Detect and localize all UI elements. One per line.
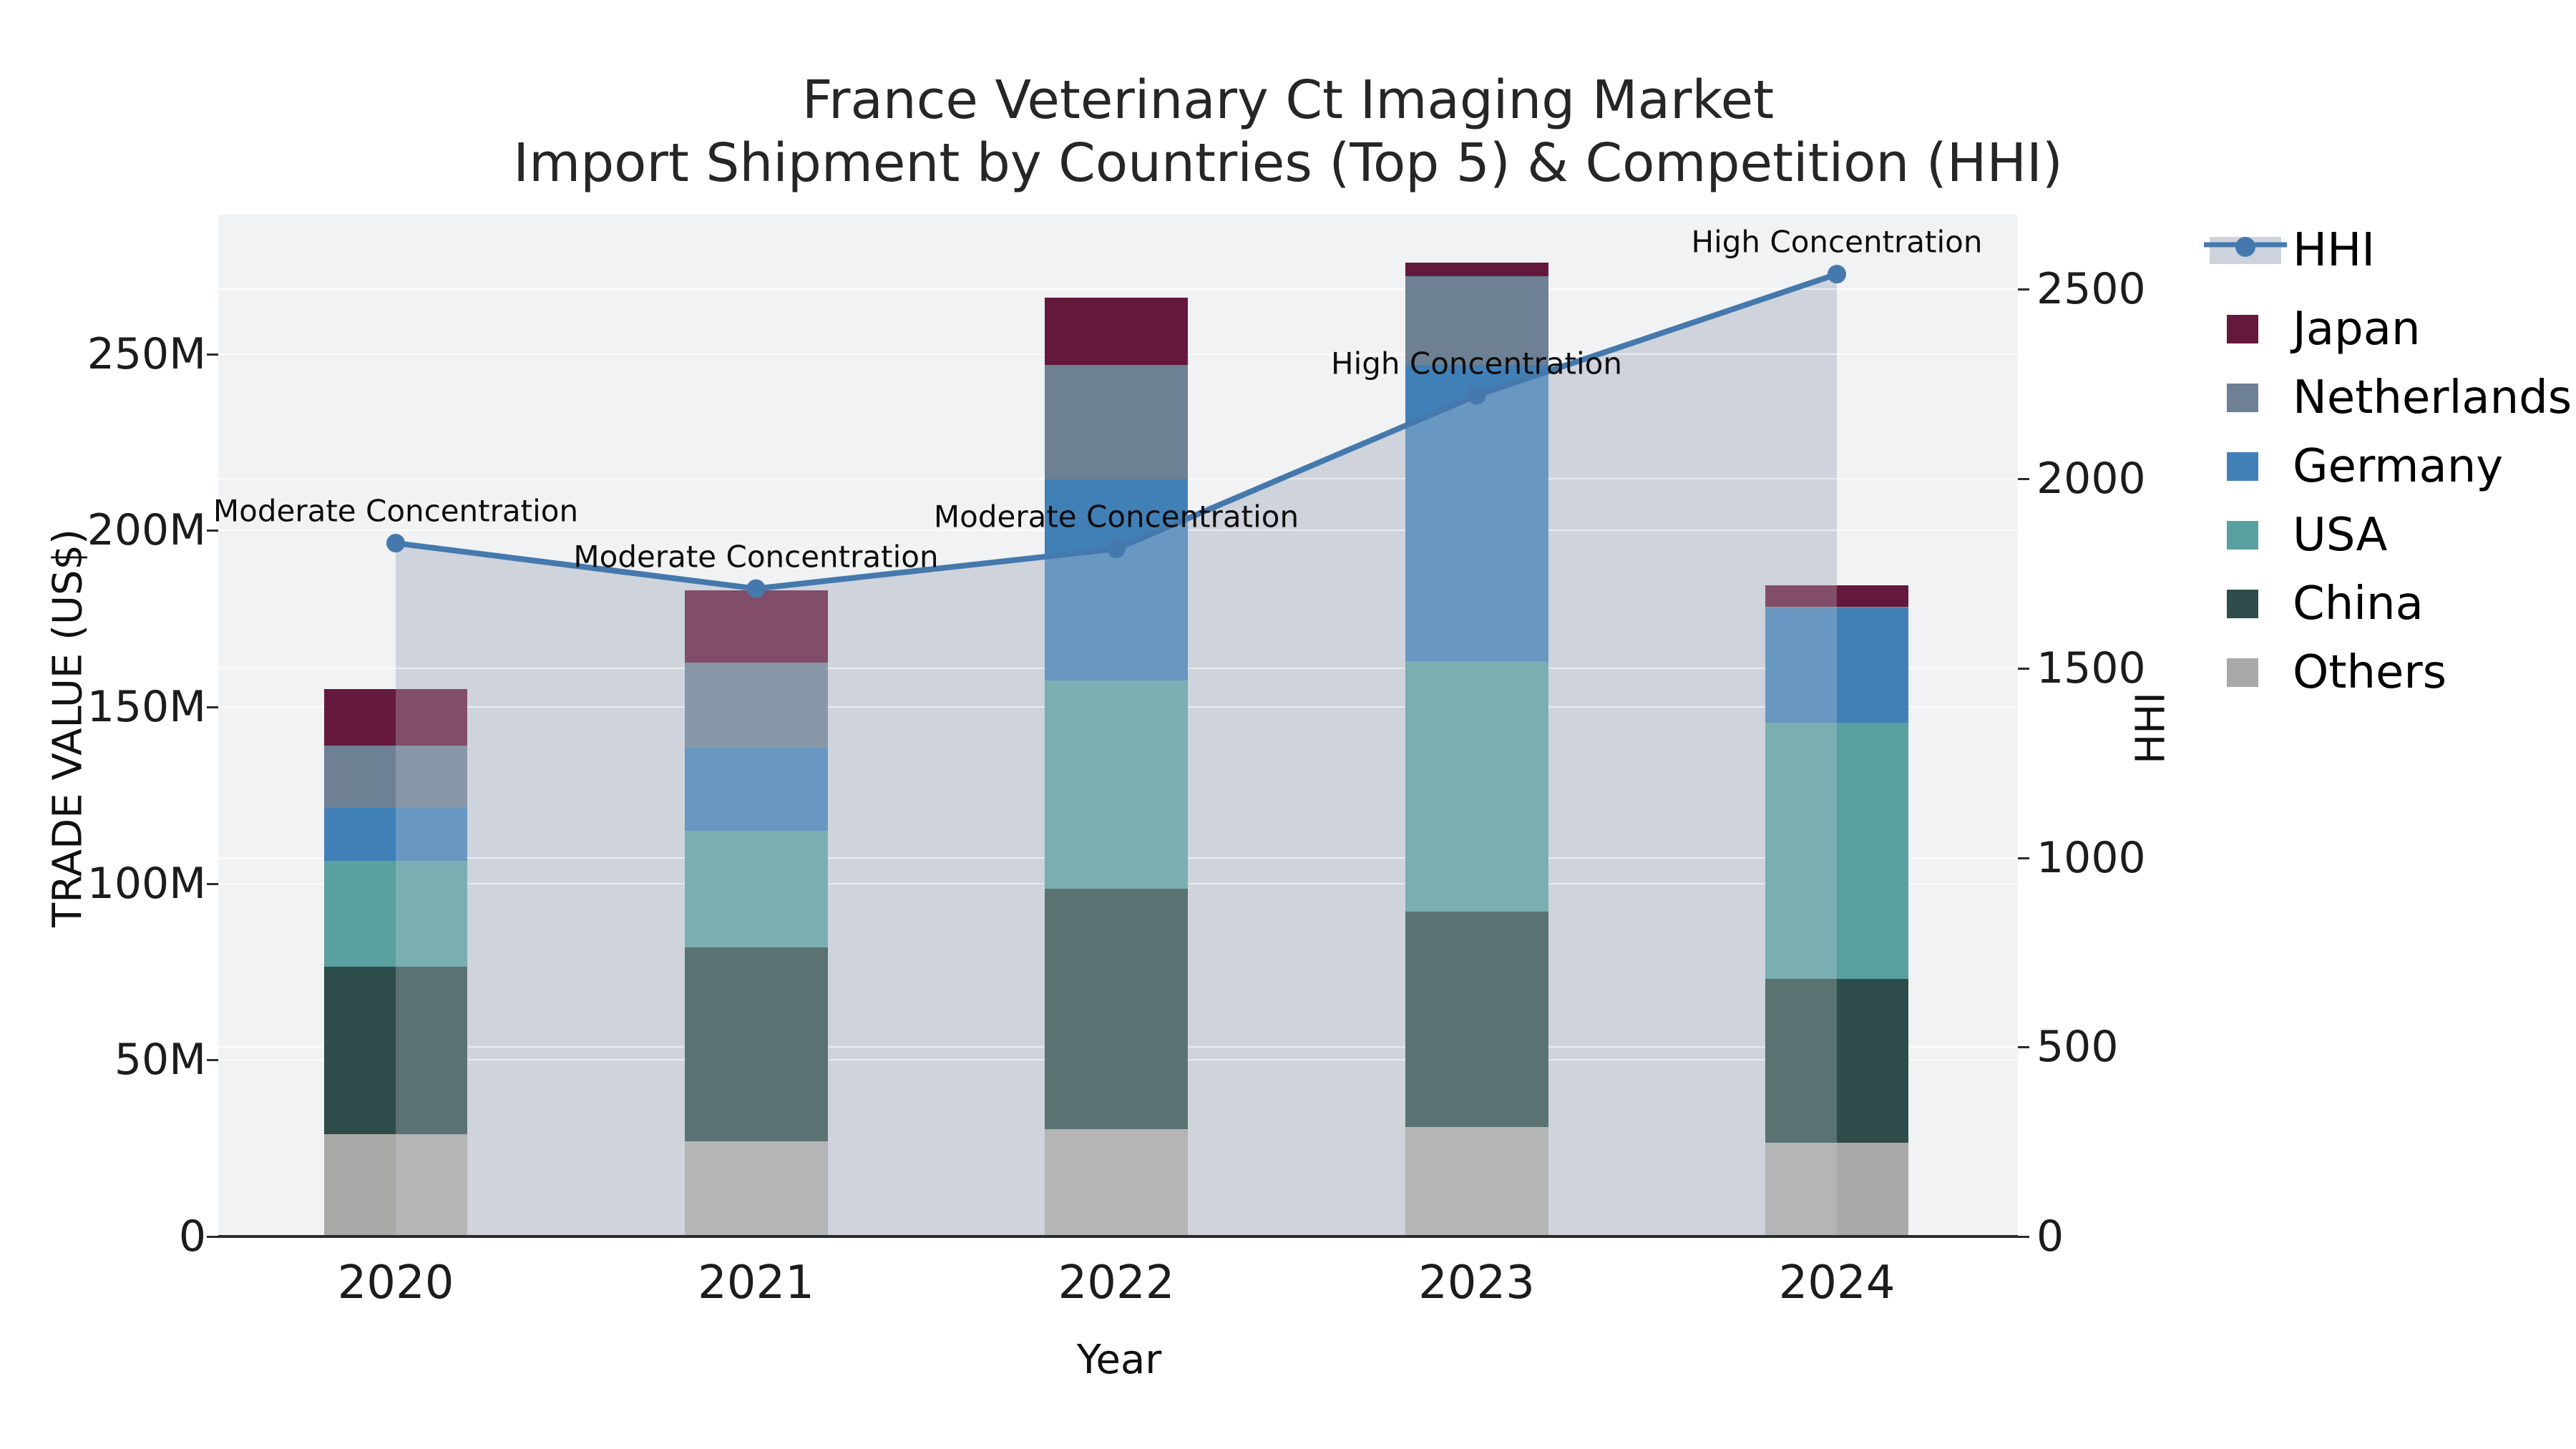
chart-title-line1: France Veterinary Ct Imaging Market — [801, 69, 1775, 131]
x-axis-tick-2020: 2020 — [337, 1257, 454, 1309]
bar-segment-netherlands-2021 — [684, 663, 828, 748]
hhi-marker-2023 — [1467, 386, 1486, 405]
concentration-annotation-2024: High Concentration — [1691, 224, 1983, 260]
y-axis-tick-mark-left — [207, 1236, 218, 1238]
y-axis-title-right: HHI — [2127, 692, 2175, 764]
y-axis-tick-left-150M: 150M — [87, 682, 206, 733]
bar-segment-china-2023 — [1405, 912, 1548, 1128]
y-axis-tick-mark-right — [2018, 667, 2029, 670]
bar-segment-usa-2024 — [1765, 723, 1908, 979]
y-axis-tick-mark-right — [2018, 1046, 2029, 1049]
y-axis-tick-left-100M: 100M — [87, 858, 206, 909]
y-axis-tick-right-1500: 1500 — [2036, 643, 2146, 693]
x-axis-tick-2021: 2021 — [698, 1257, 814, 1309]
concentration-annotation-2020: Moderate Concentration — [213, 493, 579, 529]
bar-segment-netherlands-2020 — [324, 746, 467, 808]
legend-item-china: China — [2293, 577, 2424, 630]
chart-title-line2: Import Shipment by Countries (Top 5) & C… — [513, 132, 2063, 194]
bar-segment-usa-2020 — [324, 860, 467, 967]
chart-title: France Veterinary Ct Imaging Market Impo… — [0, 69, 2576, 195]
y-axis-tick-mark-left — [207, 530, 218, 532]
y-axis-tick-mark-left — [207, 706, 218, 709]
y-axis-tick-mark-left — [207, 353, 218, 356]
bar-segment-japan-2022 — [1045, 297, 1188, 365]
bar-segment-germany-2020 — [324, 807, 467, 861]
gridline — [218, 288, 2018, 291]
bar-segment-germany-2022 — [1045, 479, 1188, 681]
y-axis-tick-mark-right — [2018, 1236, 2029, 1238]
hhi-marker-2021 — [746, 579, 766, 598]
bar-segment-netherlands-2022 — [1045, 364, 1188, 479]
hhi-marker-2024 — [1828, 265, 1846, 284]
y-axis-tick-mark-right — [2018, 288, 2029, 291]
bar-segment-netherlands-2023 — [1405, 276, 1548, 365]
legend-swatch-china — [2227, 590, 2258, 618]
bar-segment-others-2020 — [324, 1133, 467, 1236]
y-axis-tick-right-2500: 2500 — [2036, 264, 2146, 315]
y-axis-tick-left-0: 0 — [178, 1211, 206, 1262]
bar-segment-china-2022 — [1045, 889, 1188, 1129]
bar-segment-netherlands-2024 — [1765, 606, 1908, 608]
bar-segment-japan-2024 — [1765, 585, 1908, 607]
legend-item-hhi: HHI — [2293, 224, 2376, 277]
bar-segment-china-2021 — [684, 947, 828, 1141]
bar-segment-germany-2021 — [684, 747, 828, 831]
bar-segment-others-2021 — [684, 1141, 828, 1236]
bar-segment-japan-2020 — [324, 689, 467, 746]
y-axis-tick-right-1000: 1000 — [2036, 832, 2146, 883]
concentration-annotation-2022: Moderate Concentration — [933, 499, 1299, 535]
x-axis-tick-2024: 2024 — [1778, 1257, 1896, 1309]
legend-swatch-usa — [2227, 521, 2258, 550]
bar-segment-usa-2022 — [1045, 680, 1188, 889]
legend-item-germany: Germany — [2293, 440, 2504, 493]
hhi-area-fill-overlay — [396, 274, 1837, 1236]
bar-segment-others-2023 — [1405, 1127, 1548, 1236]
bar-segment-japan-2021 — [684, 590, 828, 663]
legend-item-usa: USA — [2293, 509, 2388, 562]
x-axis-tick-2023: 2023 — [1418, 1257, 1535, 1309]
legend-item-japan: Japan — [2293, 303, 2421, 356]
legend-item-netherlands: Netherlands — [2293, 371, 2572, 424]
concentration-annotation-2023: High Concentration — [1331, 346, 1622, 381]
hhi-marker-2020 — [386, 534, 405, 553]
y-axis-tick-mark-left — [207, 882, 218, 885]
x-axis-title: Year — [1076, 1337, 1162, 1383]
y-axis-tick-right-500: 500 — [2036, 1022, 2119, 1073]
bar-segment-china-2024 — [1765, 978, 1908, 1143]
legend-item-others: Others — [2293, 646, 2447, 699]
legend-swatch-others — [2227, 658, 2258, 687]
bar-segment-usa-2023 — [1405, 660, 1548, 912]
legend-swatch-japan — [2227, 315, 2258, 343]
y-axis-tick-right-2000: 2000 — [2036, 454, 2146, 504]
bar-segment-germany-2024 — [1765, 608, 1908, 723]
y-axis-tick-mark-right — [2018, 857, 2029, 859]
x-axis-tick-2022: 2022 — [1058, 1257, 1175, 1309]
hhi-marker-2022 — [1107, 539, 1126, 558]
bar-segment-others-2024 — [1765, 1143, 1908, 1236]
y-axis-tick-mark-left — [207, 1059, 218, 1062]
legend-marker-icon — [2235, 237, 2255, 257]
y-axis-tick-mark-right — [2018, 478, 2029, 481]
y-axis-tick-left-200M: 200M — [87, 505, 206, 556]
y-axis-tick-right-0: 0 — [2036, 1211, 2064, 1262]
y-axis-tick-left-50M: 50M — [114, 1035, 206, 1085]
bar-segment-others-2022 — [1045, 1128, 1188, 1236]
x-axis-line — [218, 1235, 2018, 1238]
y-axis-title-left: TRADE VALUE (US$) — [44, 529, 92, 927]
bar-segment-china-2020 — [324, 966, 467, 1134]
y-axis-tick-left-250M: 250M — [87, 328, 206, 379]
concentration-annotation-2021: Moderate Concentration — [573, 539, 939, 575]
bar-segment-japan-2023 — [1405, 262, 1548, 277]
legend-swatch-netherlands — [2227, 384, 2258, 412]
legend-swatch-germany — [2227, 452, 2258, 481]
bar-segment-usa-2021 — [684, 830, 828, 947]
